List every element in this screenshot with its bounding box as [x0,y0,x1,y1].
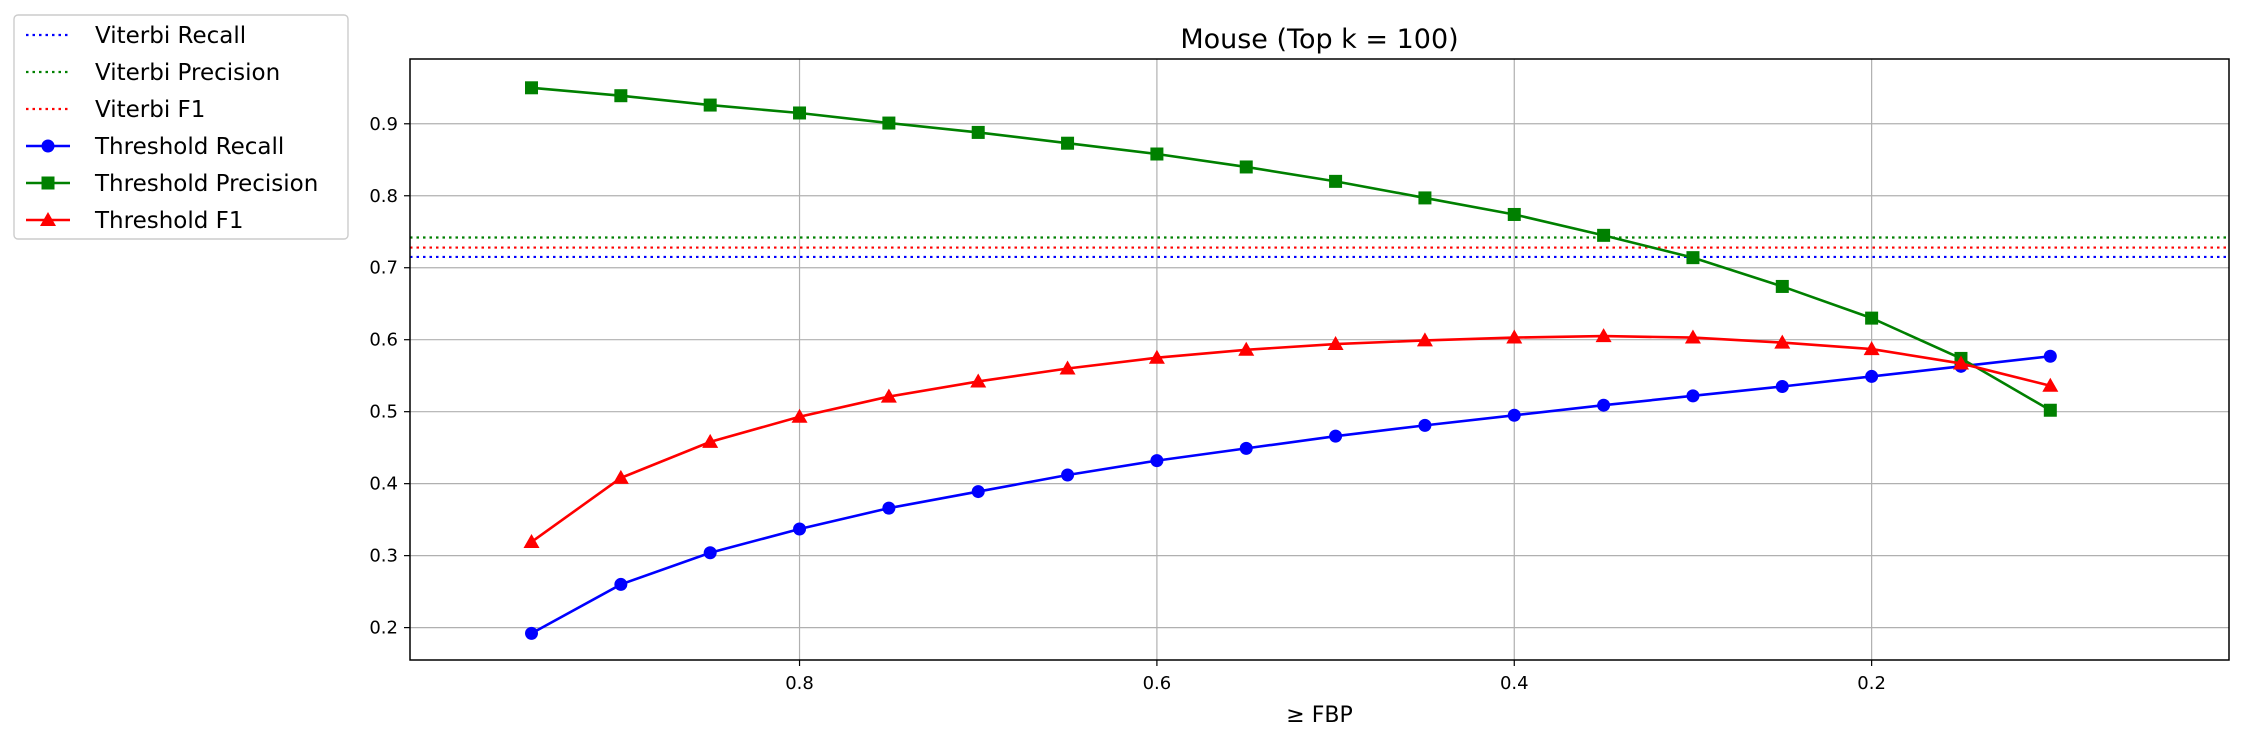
threshold-recall-point [971,485,985,499]
threshold-recall-point [1865,369,1879,383]
threshold-precision-point [525,81,539,95]
legend-marker [41,176,55,190]
threshold-f1-point [702,433,719,448]
legend-label: Viterbi Precision [95,60,280,86]
chart-title: Mouse (Top k = 100) [1180,24,1458,55]
legend: Viterbi Recall Viterbi Precision Viterbi F… [13,14,349,240]
threshold-precision-point [614,89,628,103]
threshold-precision-point [1597,228,1611,242]
threshold-recall-series [525,349,2057,640]
legend-item-threshold-recall: Threshold Recall [26,134,284,160]
threshold-recall-line [530,354,2051,635]
threshold-precision-point [882,116,896,130]
legend-label: Threshold F1 [94,208,244,234]
threshold-f1-line [530,334,2051,544]
legend-item-viterbi-recall: Viterbi Recall [26,23,246,49]
threshold-f1-point [1595,328,1612,343]
threshold-precision-point [1507,207,1521,221]
x-axis-label: ≥ FBP [1286,703,1352,728]
legend-item-threshold-f1: Threshold F1 [26,208,244,234]
y-tick-label: 0.6 [369,330,398,351]
legend-marker [41,139,55,153]
threshold-precision-point [1061,136,1075,150]
threshold-recall-point [1150,454,1164,468]
threshold-precision-point [1329,174,1343,188]
y-tick-label: 0.3 [369,546,398,567]
threshold-precision-series [525,81,2057,417]
threshold-recall-point [882,501,896,515]
threshold-precision-point [1150,147,1164,161]
threshold-recall-point [1775,379,1789,393]
y-tick-label: 0.9 [369,114,398,135]
threshold-f1-point [880,388,897,403]
legend-marker [40,212,56,226]
legend-label: Viterbi F1 [95,97,205,123]
x-tick-label: 0.2 [1857,673,1886,694]
threshold-recall-point [1686,389,1700,403]
threshold-f1-point [970,373,987,388]
threshold-f1-point [1148,349,1165,364]
plot-frame [409,58,2230,661]
axis-ticks: 0.8 0.6 0.4 0.2 0.2 0.3 0.4 0.5 0.6 0.7 0.8 0.9 [369,114,1886,694]
threshold-recall-point [525,626,539,640]
threshold-precision-point [1865,311,1879,325]
threshold-f1-point [2042,377,2059,392]
legend-label: Viterbi Recall [95,23,246,49]
threshold-precision-point [1239,160,1253,174]
y-tick-label: 0.4 [369,474,398,495]
threshold-f1-point [1684,329,1701,344]
threshold-f1-point [1952,355,1969,370]
threshold-f1-point [1506,329,1523,344]
threshold-precision-point [793,106,807,120]
threshold-recall-point [1329,429,1343,443]
threshold-precision-point [1775,279,1789,293]
threshold-recall-point [703,546,717,560]
threshold-precision-point [1418,191,1432,205]
threshold-precision-point [2043,403,2057,417]
threshold-recall-point [793,522,807,536]
y-tick-label: 0.8 [369,186,398,207]
viterbi-reference-lines [410,236,2229,259]
legend-label: Threshold Precision [94,171,318,197]
legend-item-threshold-precision: Threshold Precision [26,171,318,197]
threshold-f1-point [1863,341,1880,356]
threshold-f1-point [1059,360,1076,375]
threshold-recall-point [1507,408,1521,422]
threshold-precision-point [1686,251,1700,265]
threshold-f1-point [612,469,629,484]
threshold-series [523,81,2059,640]
threshold-f1-point [1327,336,1344,351]
legend-item-viterbi-f1: Viterbi F1 [26,97,205,123]
y-tick-label: 0.5 [369,402,398,423]
y-tick-label: 0.2 [369,618,398,639]
threshold-f1-point [791,408,808,423]
x-tick-label: 0.4 [1500,673,1529,694]
threshold-precision-point [703,98,717,112]
threshold-f1-point [1238,341,1255,356]
threshold-recall-point [1239,441,1253,455]
threshold-precision-point [971,125,985,139]
legend-label: Threshold Recall [94,134,284,160]
legend-item-viterbi-precision: Viterbi Precision [26,60,280,86]
threshold-recall-point [2043,349,2057,363]
threshold-f1-point [1774,334,1791,349]
threshold-precision-line [531,86,2051,412]
threshold-f1-series [523,328,2059,548]
threshold-recall-point [1061,468,1075,482]
x-tick-label: 0.6 [1143,673,1172,694]
y-tick-label: 0.7 [369,258,398,279]
x-tick-label: 0.8 [785,673,814,694]
threshold-recall-point [1418,418,1432,432]
threshold-f1-point [1416,332,1433,347]
legend-box [13,14,349,240]
threshold-recall-point [614,577,628,591]
threshold-recall-point [1597,398,1611,412]
threshold-f1-point [523,533,540,548]
